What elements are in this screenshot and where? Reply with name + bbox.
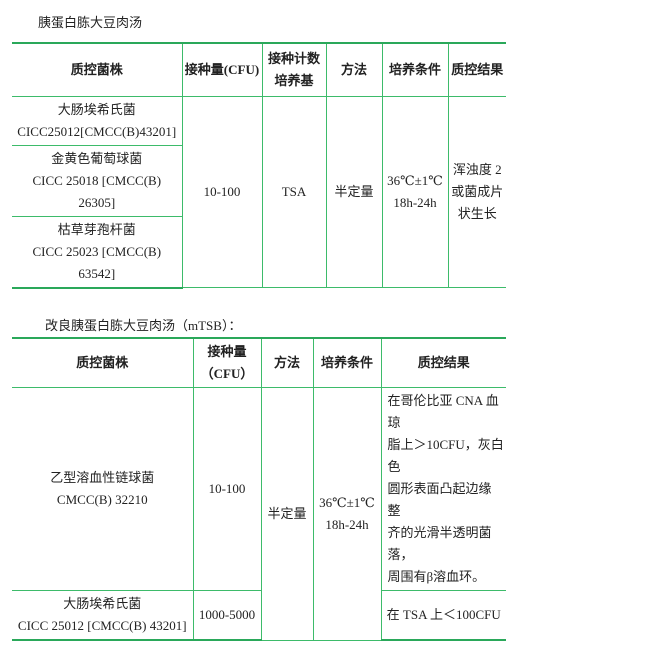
- strain-name: 枯草芽孢杆菌: [57, 221, 136, 237]
- header-inoculum-l1: 接种量: [207, 343, 247, 359]
- header-medium: 接种计数 培养基: [261, 42, 327, 97]
- header-strain: 质控菌株: [12, 336, 194, 388]
- method-cell: 半定量: [260, 387, 314, 641]
- time: 18h-24h: [325, 516, 369, 532]
- inoculum-cell: 10-100: [181, 95, 263, 288]
- result-cell: 在哥伦比亚 CNA 血琼 脂上＞10CFU，灰白色 圆形表面凸起边缘整 齐的光滑半透明…: [380, 387, 506, 591]
- strain-name: 大肠埃希氏菌: [63, 596, 142, 611]
- result-l3: 状生长: [457, 205, 497, 221]
- header-conditions: 培养条件: [312, 336, 382, 388]
- table2-title: 改良胰蛋白胨大豆肉汤（mTSB）：: [45, 317, 242, 333]
- table2: 质控菌株 接种量 （CFU） 方法 培养条件 质控结果 乙型溶血性链球菌 CMCC(…: [12, 336, 506, 642]
- header-conditions: 培养条件: [381, 42, 449, 97]
- result-l2: 脂上＞10CFU，灰白色: [387, 437, 504, 474]
- header-medium-l1: 接种计数: [267, 50, 320, 66]
- strain-cell: 乙型溶血性链球菌 CMCC(B) 32210: [12, 387, 194, 591]
- result-l1: 在哥伦比亚 CNA 血琼: [387, 393, 499, 430]
- result-l4: 齐的光滑半透明菌落，: [387, 525, 492, 562]
- strain-cell: 枯草芽孢杆菌 CICC 25023 [CMCC(B) 63542]: [12, 215, 182, 289]
- temp: 36℃±1℃: [387, 172, 443, 188]
- inoculum-cell: 10-100: [192, 387, 262, 591]
- medium-cell: TSA: [261, 95, 327, 288]
- method-cell: 半定量: [325, 95, 383, 288]
- strain-code: CICC 25012 [CMCC(B) 43201]: [17, 618, 187, 633]
- header-result: 质控结果: [447, 42, 506, 97]
- strain-cell: 大肠埃希氏菌 CICC25012[CMCC(B)43201]: [12, 95, 183, 146]
- header-method: 方法: [260, 336, 314, 388]
- result-l1: 浑浊度 2: [452, 161, 502, 177]
- header-inoculum: 接种量 （CFU）: [192, 336, 262, 388]
- inoculum-cell: 1000-5000: [192, 590, 262, 641]
- strain-name: 金黄色葡萄球菌: [51, 150, 143, 166]
- temp: 36℃±1℃: [319, 494, 375, 510]
- page: 胰蛋白胨大豆肉汤 质控菌株 接种量(CFU) 接种计数培养基 方法 培养条件 质…: [12, 15, 506, 642]
- strain-cell: 金黄色葡萄球菌 CICC 25018 [CMCC(B) 26305]: [12, 144, 182, 217]
- table1-title: 胰蛋白胨大豆肉汤: [38, 15, 143, 30]
- result-cell: 浑浊度 2 或菌成片状生长: [447, 95, 506, 288]
- result-l2: 或菌成片: [451, 183, 504, 199]
- strain-cell: 大肠埃希氏菌 CICC 25012 [CMCC(B) 43201]: [12, 590, 194, 641]
- header-inoculum-l2: （CFU）: [200, 365, 254, 381]
- result-l5: 周围有β溶血环。: [387, 569, 486, 584]
- strain-code: CICC 25018 [CMCC(B) 26305]: [32, 172, 162, 210]
- strain-code: CICC25012[CMCC(B)43201]: [17, 123, 177, 139]
- table1: 质控菌株 接种量(CFU) 接种计数培养基 方法 培养条件 质控结果 大肠埃希氏…: [12, 42, 506, 289]
- strain-code: CMCC(B) 32210: [56, 492, 148, 507]
- conditions-cell: 36℃±1℃ 18h-24h: [381, 95, 449, 288]
- time: 18h-24h: [393, 194, 437, 210]
- strain-name: 大肠埃希氏菌: [57, 101, 136, 117]
- header-medium-l2: 培养基: [274, 72, 314, 88]
- strain-name: 乙型溶血性链球菌: [50, 470, 155, 485]
- header-strain: 质控菌株: [12, 42, 183, 97]
- header-result: 质控结果: [380, 336, 506, 388]
- result-l3: 圆形表面凸起边缘整: [387, 481, 492, 518]
- header-inoculum: 接种量(CFU): [181, 42, 263, 97]
- strain-code: CICC 25023 [CMCC(B) 63542]: [32, 243, 162, 281]
- conditions-cell: 36℃±1℃ 18h-24h: [312, 387, 382, 641]
- header-method: 方法: [325, 42, 383, 97]
- result-cell: 在 TSA 上＜100CFU: [380, 590, 506, 641]
